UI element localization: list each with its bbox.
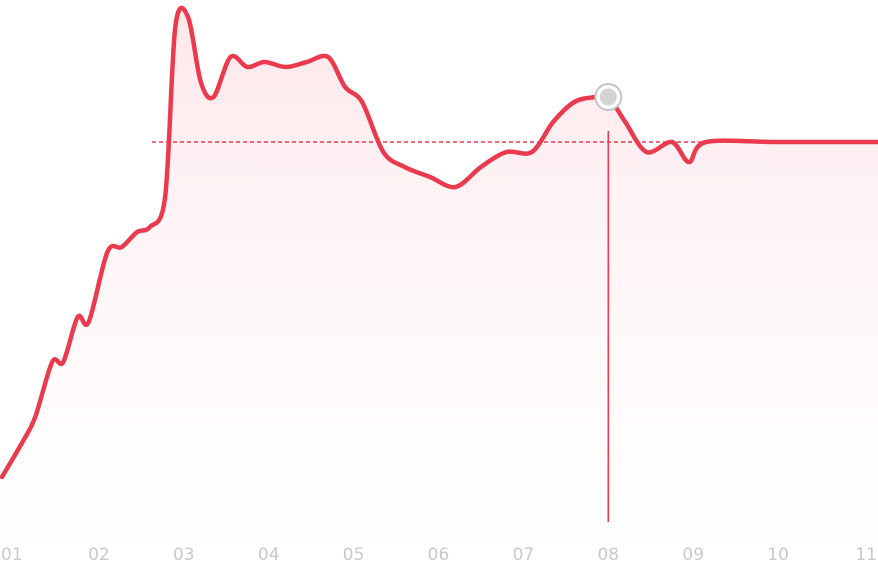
- x-axis-ticks: 01 02 03 04 05 06 07 08 09 10 11: [1, 545, 877, 565]
- x-tick-label: 03: [173, 545, 195, 565]
- x-tick-label: 04: [258, 545, 280, 565]
- x-tick-label: 11: [855, 545, 877, 565]
- marker-layer: [594, 83, 623, 522]
- area-layer: [2, 7, 878, 567]
- x-tick-label: 05: [343, 545, 365, 565]
- x-tick-label: 06: [428, 545, 450, 565]
- x-tick-label: 02: [88, 545, 110, 565]
- x-tick-label: 10: [767, 545, 789, 565]
- x-tick-label: 08: [597, 545, 619, 565]
- highlight-marker-dot: [599, 88, 617, 106]
- series-area: [2, 7, 878, 567]
- x-tick-label: 09: [682, 545, 704, 565]
- x-tick-label: 07: [513, 545, 535, 565]
- x-tick-label: 01: [1, 545, 23, 565]
